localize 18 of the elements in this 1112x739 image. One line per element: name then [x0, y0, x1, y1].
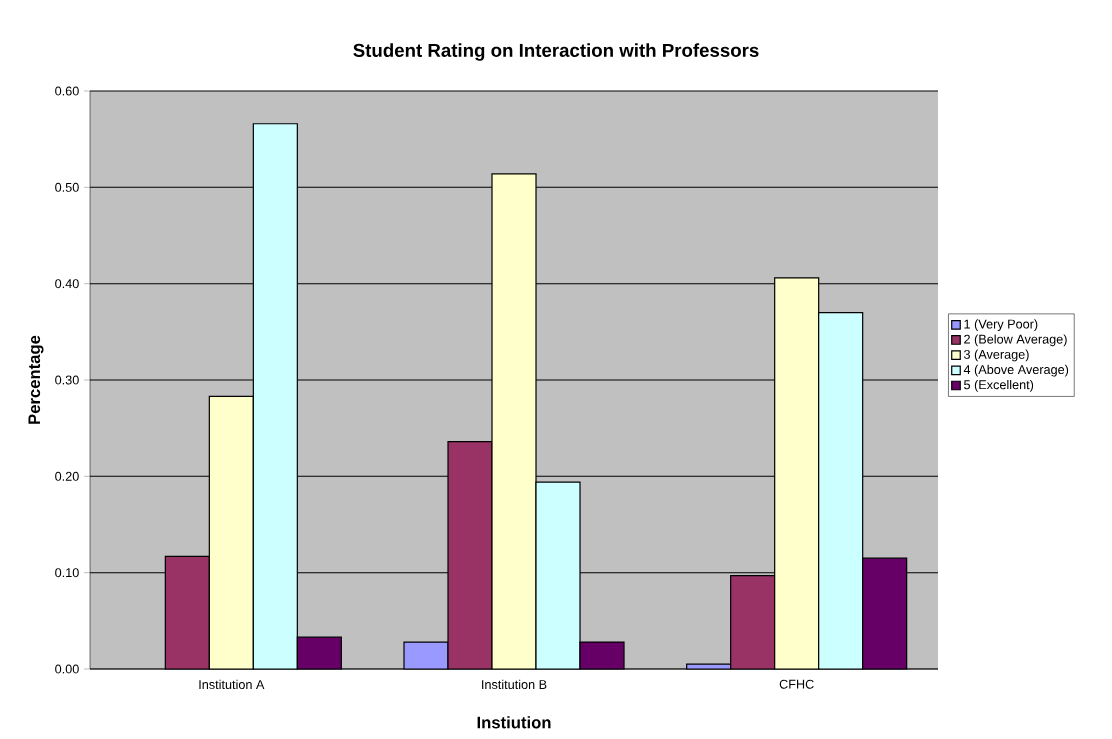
- y-tick-label: 0.40: [55, 279, 79, 289]
- y-tick-label: 0.00: [55, 664, 79, 674]
- legend-label: 4 (Above Average): [963, 364, 1069, 377]
- legend-label: 5 (Excellent): [964, 379, 1034, 392]
- y-tick-label: 0.60: [55, 86, 79, 96]
- y-tick-label: 0.50: [55, 182, 79, 192]
- y-tick-label: 0.20: [55, 471, 79, 481]
- legend-label: 3 (Average): [964, 349, 1029, 362]
- legend-label: 2 (Below Average): [964, 334, 1067, 347]
- chart-title: Student Rating on Interaction with Professors: [353, 43, 759, 61]
- x-tick-label: Institution A: [199, 679, 265, 690]
- y-tick-label: 0.10: [55, 568, 79, 578]
- y-axis-title: Percentage: [28, 335, 44, 424]
- x-tick-label: CFHC: [779, 679, 814, 689]
- legend-label: 1 (Very Poor): [964, 319, 1038, 332]
- x-tick-label: Institution B: [482, 679, 547, 690]
- x-axis-title: Instiution: [477, 716, 551, 729]
- y-tick-label: 0.30: [55, 375, 79, 385]
